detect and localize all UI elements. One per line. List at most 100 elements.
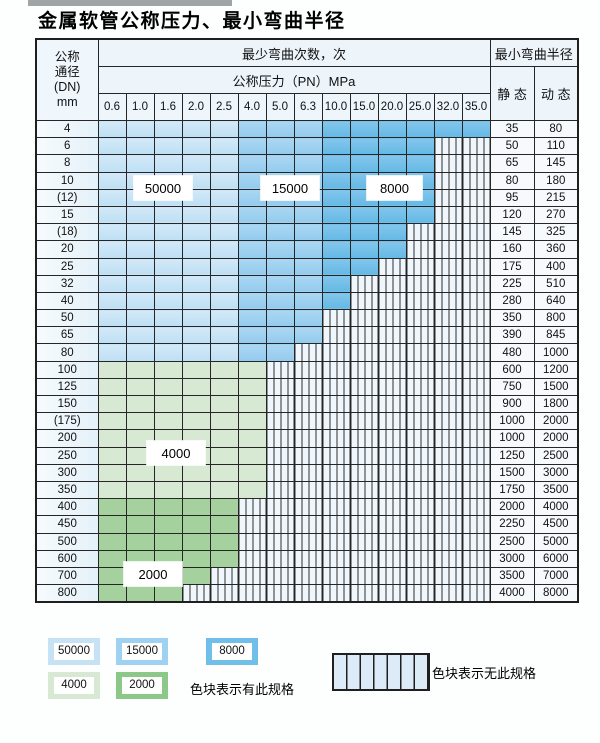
spec-cell — [209, 480, 239, 500]
no-spec-cell — [433, 240, 463, 259]
spec-cell — [97, 154, 127, 173]
spec-cell — [181, 291, 211, 311]
spec-cell — [237, 360, 267, 379]
table-row: 500 2500 5000 — [35, 532, 579, 551]
no-spec-cell — [349, 429, 379, 448]
no-spec-cell — [293, 584, 323, 603]
no-spec-cell — [433, 515, 463, 534]
spec-cell — [125, 291, 155, 311]
dn-cell: 700 — [35, 566, 99, 586]
spec-cell — [237, 223, 267, 242]
spec-cell — [97, 377, 127, 397]
spec-cell — [209, 498, 239, 517]
no-spec-cell — [461, 240, 491, 259]
spec-cell — [405, 154, 435, 173]
no-spec-cell — [405, 309, 435, 328]
no-spec-cell — [433, 154, 463, 173]
spec-cell — [349, 257, 379, 276]
spec-cell — [125, 309, 155, 328]
spec-cell — [237, 137, 267, 156]
no-spec-cell — [405, 549, 435, 568]
no-spec-cell — [377, 377, 407, 397]
spec-cell — [265, 137, 295, 156]
no-spec-cell — [461, 394, 491, 414]
spec-cell — [265, 154, 295, 173]
dynamic-radius-cell: 80 — [533, 119, 579, 139]
no-spec-cell — [377, 446, 407, 465]
dn-cell: (18) — [35, 223, 99, 242]
dn-cell: 125 — [35, 377, 99, 397]
dynamic-radius-cell: 4500 — [533, 515, 579, 534]
spec-cell — [405, 119, 435, 139]
no-spec-cell — [321, 584, 351, 603]
spec-cell — [349, 240, 379, 259]
spec-cell — [97, 188, 127, 207]
no-spec-cell — [349, 480, 379, 500]
spec-cell — [125, 584, 155, 603]
spec-cell — [209, 326, 239, 345]
no-spec-cell — [349, 463, 379, 482]
spec-cell — [265, 257, 295, 276]
dn-cell: 4 — [35, 119, 99, 139]
no-spec-cell — [349, 549, 379, 568]
no-spec-cell — [293, 549, 323, 568]
table-row: 800 4000 8000 — [35, 584, 579, 603]
spec-cell — [237, 394, 267, 414]
spec-cell — [153, 480, 183, 500]
dn-cell: 500 — [35, 532, 99, 551]
static-radius-cell: 1250 — [489, 446, 535, 465]
spec-cell — [97, 171, 127, 190]
table-row: (175) 1000 2000 — [35, 412, 579, 431]
spec-cell — [125, 119, 155, 139]
no-spec-cell — [321, 343, 351, 362]
spec-cell — [125, 326, 155, 345]
spec-cell — [153, 532, 183, 551]
no-spec-cell — [433, 429, 463, 448]
spec-cell — [97, 566, 127, 586]
spec-cell — [321, 205, 351, 225]
pressure-column-value: 32.0 — [433, 93, 463, 121]
dn-cell: (175) — [35, 412, 99, 431]
spec-cell — [97, 223, 127, 242]
spec-cell — [209, 515, 239, 534]
no-spec-cell — [377, 584, 407, 603]
static-radius-cell: 95 — [489, 188, 535, 207]
spec-cell — [377, 154, 407, 173]
dynamic-radius-cell: 3000 — [533, 463, 579, 482]
spec-cell — [125, 412, 155, 431]
no-spec-cell — [433, 326, 463, 345]
no-spec-cell — [461, 171, 491, 190]
spec-cell — [181, 463, 211, 482]
dn-header-line: 公称 — [54, 50, 80, 64]
spec-cell — [209, 446, 239, 465]
no-spec-cell — [265, 480, 295, 500]
spec-cell — [293, 205, 323, 225]
no-spec-cell — [293, 566, 323, 586]
dynamic-radius-cell: 360 — [533, 240, 579, 259]
no-spec-cell — [293, 429, 323, 448]
dn-cell: 400 — [35, 498, 99, 517]
dn-cell: 200 — [35, 429, 99, 448]
no-spec-cell — [461, 343, 491, 362]
spec-cell — [293, 257, 323, 276]
radius-header: 最小弯曲半径 — [489, 38, 579, 67]
no-spec-cell — [237, 566, 267, 586]
static-radius-cell: 750 — [489, 377, 535, 397]
dynamic-radius-cell: 180 — [533, 171, 579, 190]
static-radius-cell: 1500 — [489, 463, 535, 482]
no-spec-cell — [433, 480, 463, 500]
spec-cell — [209, 343, 239, 362]
dn-cell: 300 — [35, 463, 99, 482]
spec-cell — [237, 377, 267, 397]
no-spec-cell — [265, 584, 295, 603]
no-spec-cell — [265, 532, 295, 551]
no-spec-cell — [321, 394, 351, 414]
no-spec-cell — [461, 154, 491, 173]
spec-cell — [153, 463, 183, 482]
spec-cell — [97, 532, 127, 551]
dynamic-radius-cell: 2000 — [533, 412, 579, 431]
no-spec-cell — [405, 240, 435, 259]
spec-cell — [209, 429, 239, 448]
no-spec-cell — [377, 394, 407, 414]
static-column-header: 静 态 — [489, 66, 535, 121]
